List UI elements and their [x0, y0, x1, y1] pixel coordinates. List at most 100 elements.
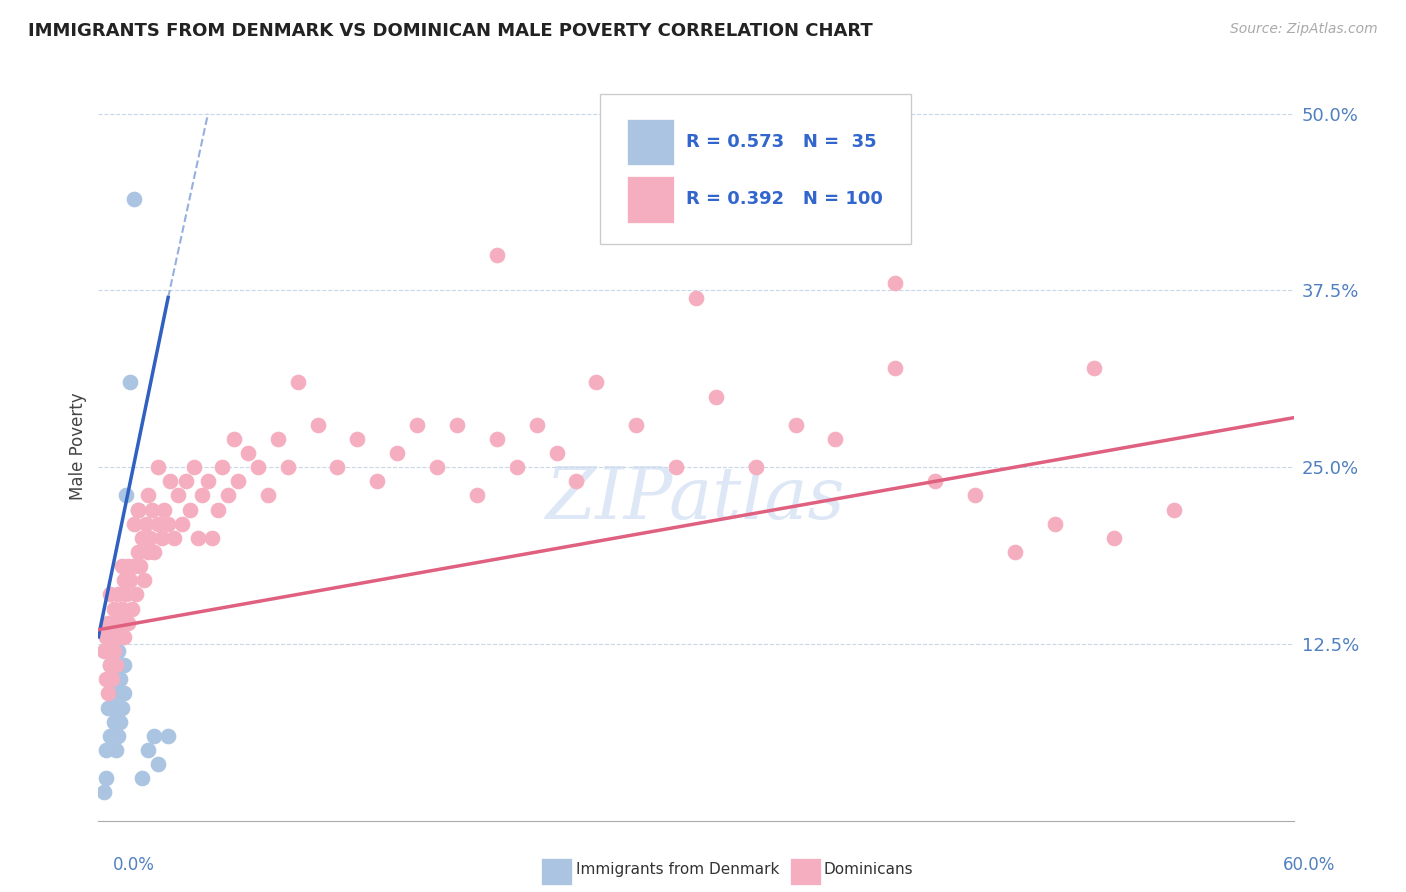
Point	[256, 488, 278, 502]
Point	[148, 757, 170, 772]
Point	[93, 644, 115, 658]
Point	[267, 432, 290, 446]
Point	[526, 417, 548, 432]
Text: Source: ZipAtlas.com: Source: ZipAtlas.com	[1230, 22, 1378, 37]
Point	[120, 574, 142, 588]
Point	[148, 516, 170, 531]
Point	[406, 417, 429, 432]
Point	[131, 531, 153, 545]
Text: Dominicans: Dominicans	[824, 863, 914, 877]
Point	[98, 729, 122, 743]
Text: ZIPatlas: ZIPatlas	[546, 463, 846, 533]
Point	[135, 516, 157, 531]
Point	[129, 559, 152, 574]
Point	[366, 475, 388, 489]
Point	[585, 376, 607, 390]
Point	[136, 743, 159, 757]
Point	[93, 785, 115, 799]
Point	[201, 531, 224, 545]
Point	[1004, 545, 1026, 559]
Point	[143, 545, 166, 559]
Point	[107, 630, 129, 644]
Point	[506, 460, 529, 475]
Point	[97, 686, 120, 700]
Point	[96, 771, 118, 785]
FancyBboxPatch shape	[627, 119, 675, 165]
Point	[111, 601, 134, 615]
Point	[96, 673, 118, 687]
Point	[963, 488, 986, 502]
Point	[167, 488, 190, 502]
Point	[115, 587, 138, 601]
Point	[127, 545, 149, 559]
Point	[124, 559, 146, 574]
Point	[546, 446, 568, 460]
Point	[101, 673, 124, 687]
FancyBboxPatch shape	[627, 177, 675, 223]
Point	[124, 192, 146, 206]
Point	[105, 700, 128, 714]
Point	[98, 658, 122, 673]
Point	[136, 545, 159, 559]
Point	[685, 291, 707, 305]
Point	[426, 460, 449, 475]
Text: 0.0%: 0.0%	[112, 856, 155, 874]
Point	[446, 417, 468, 432]
Point	[124, 516, 146, 531]
Point	[277, 460, 299, 475]
Point	[101, 630, 124, 644]
Point	[174, 475, 197, 489]
Point	[101, 630, 124, 644]
Point	[1083, 361, 1105, 376]
Point	[136, 488, 159, 502]
Text: 60.0%: 60.0%	[1284, 856, 1336, 874]
Point	[112, 658, 135, 673]
Point	[107, 729, 129, 743]
Point	[98, 686, 122, 700]
Point	[107, 686, 129, 700]
Point	[884, 277, 907, 291]
Point	[139, 531, 162, 545]
Point	[97, 700, 120, 714]
Point	[107, 587, 129, 601]
Point	[179, 502, 201, 516]
Point	[187, 531, 209, 545]
Point	[143, 729, 166, 743]
Point	[105, 673, 128, 687]
Point	[217, 488, 239, 502]
Point	[148, 460, 170, 475]
Text: R = 0.392   N = 100: R = 0.392 N = 100	[686, 191, 883, 209]
Point	[485, 248, 508, 262]
Point	[785, 417, 807, 432]
Point	[105, 743, 128, 757]
Point	[157, 516, 180, 531]
Point	[236, 446, 259, 460]
Point	[111, 559, 134, 574]
Point	[626, 417, 648, 432]
Point	[1163, 502, 1185, 516]
Point	[465, 488, 488, 502]
Point	[346, 432, 368, 446]
Point	[385, 446, 409, 460]
Point	[101, 700, 124, 714]
Point	[197, 475, 219, 489]
Point	[1104, 531, 1126, 545]
Point	[207, 502, 229, 516]
Point	[127, 502, 149, 516]
Point	[131, 771, 153, 785]
Point	[134, 574, 156, 588]
Point	[127, 502, 149, 516]
Point	[110, 714, 132, 729]
Point	[96, 743, 118, 757]
Y-axis label: Male Poverty: Male Poverty	[69, 392, 87, 500]
Point	[110, 615, 132, 630]
Point	[307, 417, 329, 432]
Point	[665, 460, 688, 475]
Point	[565, 475, 588, 489]
Point	[485, 432, 508, 446]
Point	[103, 686, 125, 700]
Point	[105, 658, 128, 673]
Point	[97, 644, 120, 658]
Point	[101, 673, 124, 687]
Point	[115, 488, 138, 502]
